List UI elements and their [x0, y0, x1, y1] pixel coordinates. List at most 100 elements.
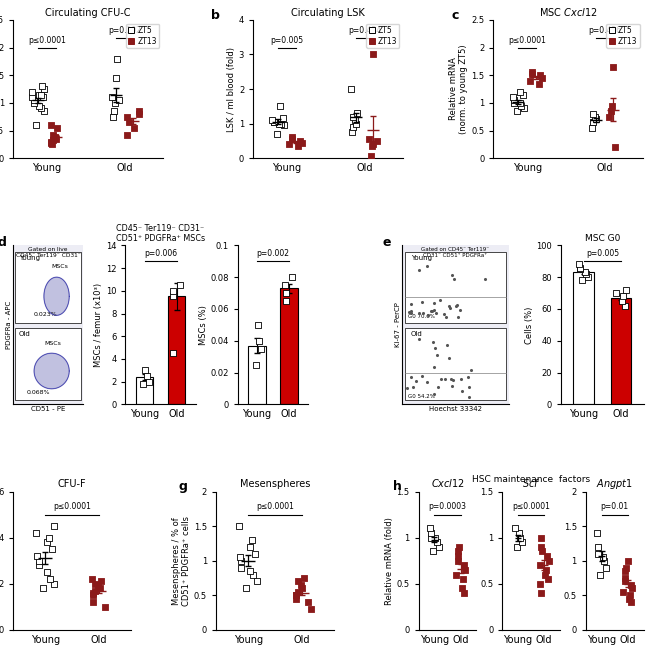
Point [372, 136, 382, 147]
Point [454, 542, 464, 552]
Point [47, 544, 58, 554]
Point [297, 583, 307, 593]
Text: Old: Old [411, 332, 422, 337]
Point [599, 556, 609, 566]
Point [625, 590, 635, 601]
Text: p≤0.0001: p≤0.0001 [53, 502, 91, 511]
Bar [611, 298, 631, 404]
Point [276, 118, 287, 129]
Point [518, 90, 528, 100]
Point [429, 298, 439, 309]
Point [449, 273, 460, 284]
Point [577, 275, 588, 286]
Point [140, 365, 151, 376]
Point [623, 556, 633, 566]
Title: CFU-F: CFU-F [58, 479, 86, 489]
Point [369, 49, 379, 60]
Point [291, 593, 302, 604]
Polygon shape [44, 277, 69, 316]
Point [367, 141, 377, 151]
Point [417, 308, 428, 318]
Point [428, 361, 439, 372]
Point [451, 570, 462, 580]
Point [346, 84, 356, 94]
Text: p=0.006: p=0.006 [144, 249, 177, 258]
Point [267, 115, 278, 125]
Title: MSC $\it{Cxcl12}$: MSC $\it{Cxcl12}$ [539, 6, 598, 18]
Point [100, 601, 110, 612]
Point [280, 280, 290, 290]
Point [88, 587, 98, 598]
Point [621, 284, 631, 295]
Text: p=0.005: p=0.005 [586, 249, 619, 258]
Point [287, 132, 297, 143]
Point [406, 306, 416, 316]
Point [402, 383, 413, 393]
Point [453, 556, 463, 566]
Point [527, 69, 538, 80]
Point [460, 565, 471, 575]
Point [47, 139, 57, 150]
Point [432, 381, 443, 392]
Y-axis label: MSCs (%): MSCs (%) [198, 305, 207, 345]
Point [619, 573, 630, 583]
Point [237, 562, 247, 573]
Point [38, 583, 48, 593]
Point [426, 305, 436, 316]
Point [608, 62, 618, 72]
Point [235, 552, 245, 562]
Point [453, 312, 463, 323]
Point [579, 267, 590, 278]
Point [456, 374, 467, 385]
Point [272, 129, 282, 139]
Point [543, 556, 554, 566]
Point [94, 583, 105, 593]
Point [29, 95, 39, 105]
Title: Circulating LSK: Circulating LSK [291, 8, 365, 18]
Title: $\it{Scf}$: $\it{Scf}$ [522, 477, 540, 489]
Point [422, 261, 432, 271]
Point [348, 122, 358, 133]
Point [430, 343, 440, 353]
Point [284, 139, 294, 150]
Point [574, 259, 584, 270]
Legend: ZT5, ZT13: ZT5, ZT13 [606, 24, 640, 48]
Point [593, 542, 604, 552]
Point [417, 371, 428, 381]
Point [108, 111, 118, 122]
Text: p≤0.0001: p≤0.0001 [512, 502, 550, 511]
Point [134, 106, 144, 117]
Text: c: c [451, 9, 459, 22]
Point [52, 123, 62, 133]
Point [417, 296, 427, 307]
Point [31, 120, 42, 131]
Point [604, 111, 614, 122]
Point [49, 132, 60, 143]
Text: b: b [211, 9, 220, 22]
Text: p=0.005: p=0.005 [270, 36, 304, 45]
Text: h: h [393, 481, 402, 493]
Point [404, 306, 414, 317]
Text: p≤0.0001: p≤0.0001 [508, 36, 546, 45]
Point [583, 272, 593, 282]
Text: G0 54.2%: G0 54.2% [408, 394, 436, 399]
Point [512, 542, 522, 552]
Point [448, 374, 458, 385]
Point [452, 551, 463, 562]
Point [536, 546, 547, 557]
Point [592, 528, 603, 538]
Point [541, 565, 551, 575]
Point [439, 309, 449, 320]
Point [109, 106, 119, 117]
Point [33, 556, 44, 566]
Point [459, 560, 469, 571]
Point [365, 151, 376, 162]
Bar [280, 288, 298, 404]
Point [236, 556, 246, 566]
Text: Young: Young [19, 255, 40, 261]
Title: CD45⁻ Ter119⁻ CD31⁻
CD51⁺ PDGFRa⁺ MSCs: CD45⁻ Ter119⁻ CD31⁻ CD51⁺ PDGFRa⁺ MSCs [116, 224, 205, 243]
Point [31, 528, 41, 538]
Point [535, 578, 545, 589]
Point [112, 53, 122, 64]
Point [27, 86, 37, 97]
